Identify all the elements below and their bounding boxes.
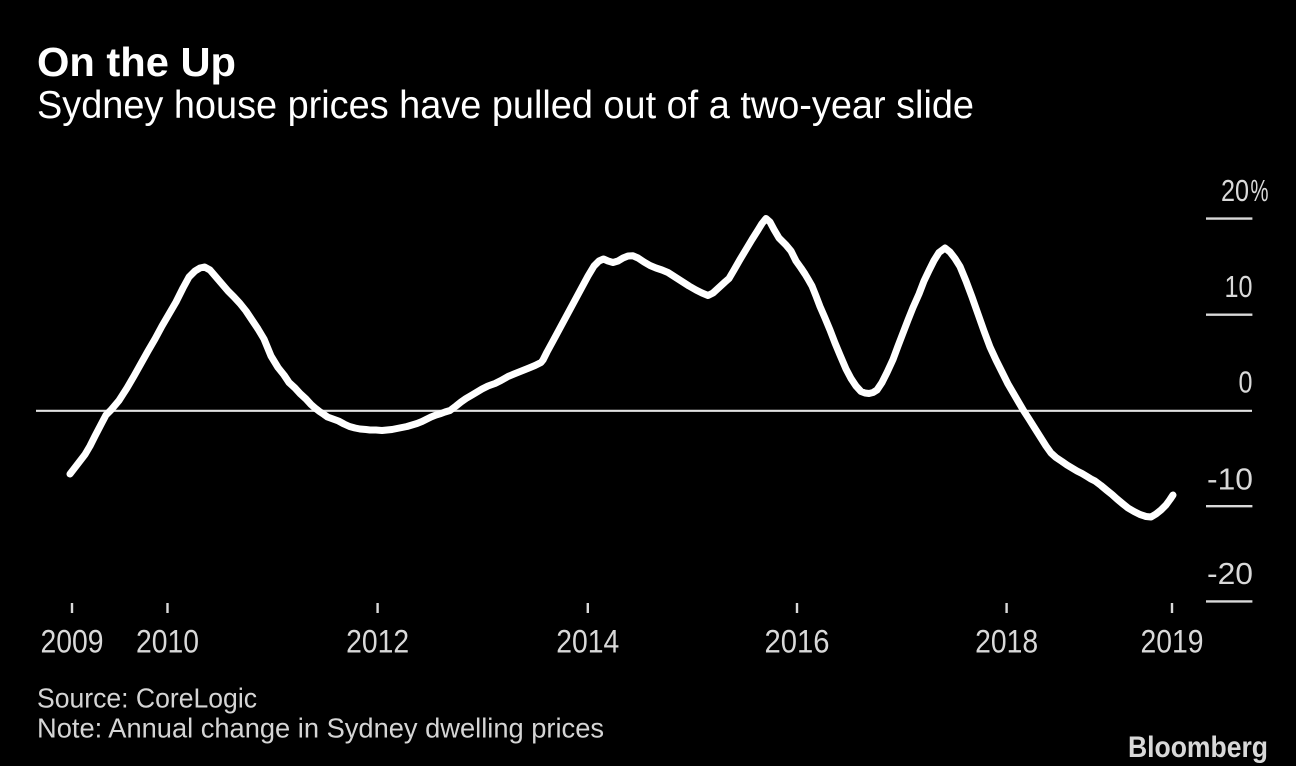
svg-text:10: 10 (1225, 269, 1253, 304)
svg-text:2018: 2018 (975, 624, 1038, 660)
svg-text:Sydney house prices have pulle: Sydney house prices have pulled out of a… (37, 84, 974, 127)
svg-text:-20: -20 (1207, 556, 1253, 591)
svg-text:2012: 2012 (346, 624, 409, 660)
svg-text:Source: CoreLogic: Source: CoreLogic (37, 683, 257, 714)
svg-text:2016: 2016 (765, 624, 830, 660)
svg-text:20: 20 (1221, 173, 1249, 208)
svg-text:On the Up: On the Up (37, 39, 236, 85)
svg-text:%: % (1251, 173, 1269, 208)
svg-text:-10: -10 (1207, 462, 1253, 497)
svg-text:2019: 2019 (1141, 624, 1204, 660)
svg-text:2009: 2009 (41, 624, 104, 660)
svg-text:Note: Annual change in Sydney: Note: Annual change in Sydney dwelling p… (37, 713, 604, 744)
svg-text:2014: 2014 (556, 624, 619, 660)
svg-text:Bloomberg: Bloomberg (1128, 731, 1268, 764)
svg-text:0: 0 (1239, 365, 1253, 400)
svg-text:2010: 2010 (136, 624, 199, 660)
